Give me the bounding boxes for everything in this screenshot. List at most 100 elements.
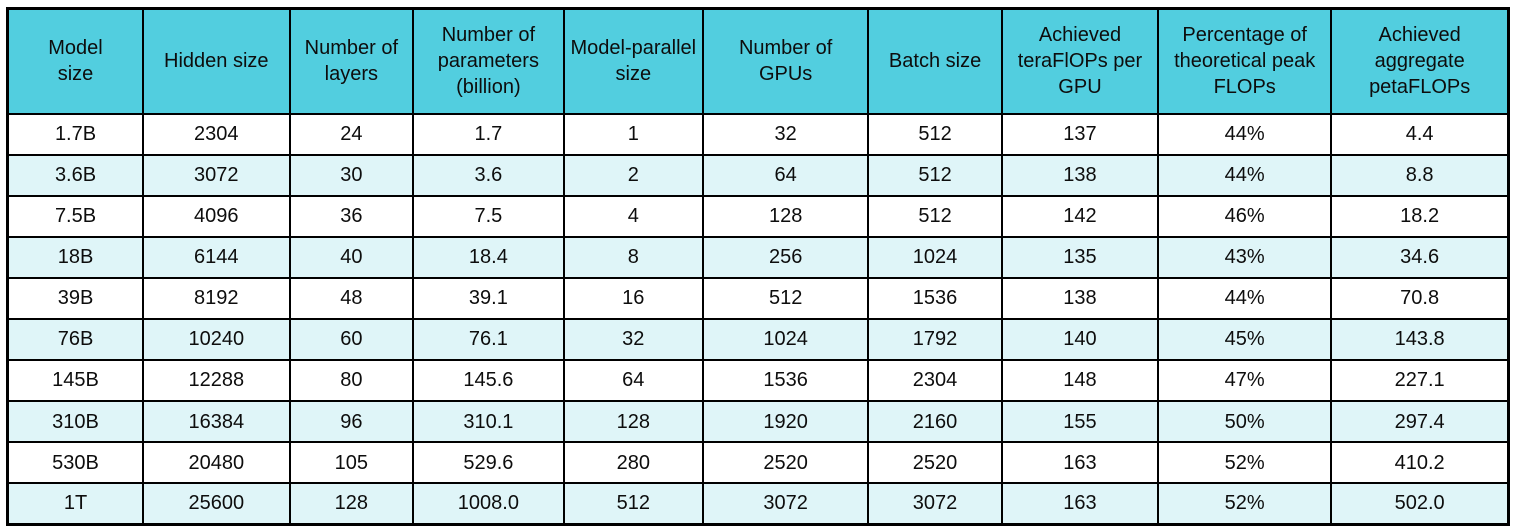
header-row: Model size Hidden size Number of layers Num… <box>6 7 1510 115</box>
cell-achieved-aggregate-petaflops-39b: 70.8 <box>1330 276 1510 320</box>
cell-number-of-parameters-billion-18b: 18.4 <box>412 235 565 279</box>
cell-achieved-aggregate-petaflops-1-7b: 4.4 <box>1330 112 1510 156</box>
cell-achieved-teraflops-per-gpu-310b: 155 <box>1000 400 1160 444</box>
table-row-310b: 310B 16384 96 310.1 128 1920 2160 155 50% 297.4 <box>6 400 1510 444</box>
cell-model-size-1t: 1T <box>6 482 145 526</box>
cell-percentage-of-theoretical-peak-flops-3-6b: 44% <box>1157 153 1333 197</box>
cell-hidden-size-39b: 8192 <box>142 276 291 320</box>
cell-number-of-gpus-530b: 2520 <box>702 441 870 485</box>
cell-model-parallel-size-3-6b: 2 <box>562 153 705 197</box>
cell-number-of-gpus-1t: 3072 <box>702 482 870 526</box>
cell-model-size-145b: 145B <box>6 359 145 403</box>
cell-hidden-size-1-7b: 2304 <box>142 112 291 156</box>
table-row-145b: 145B 12288 80 145.6 64 1536 2304 148 47% 227.1 <box>6 359 1510 403</box>
cell-model-parallel-size-310b: 128 <box>562 400 705 444</box>
cell-percentage-of-theoretical-peak-flops-18b: 43% <box>1157 235 1333 279</box>
cell-number-of-gpus-145b: 1536 <box>702 359 870 403</box>
cell-number-of-layers-1t: 128 <box>288 482 415 526</box>
cell-number-of-layers-3-6b: 30 <box>288 153 415 197</box>
cell-percentage-of-theoretical-peak-flops-39b: 44% <box>1157 276 1333 320</box>
cell-number-of-layers-7-5b: 36 <box>288 194 415 238</box>
cell-achieved-teraflops-per-gpu-1-7b: 137 <box>1000 112 1160 156</box>
cell-batch-size-76b: 1792 <box>867 317 1003 362</box>
cell-number-of-parameters-billion-1t: 1008.0 <box>412 482 565 526</box>
cell-hidden-size-18b: 6144 <box>142 235 291 279</box>
cell-batch-size-18b: 1024 <box>867 235 1003 279</box>
cell-number-of-layers-145b: 80 <box>288 359 415 403</box>
table-row-530b: 530B 20480 105 529.6 280 2520 2520 163 52% 410.2 <box>6 441 1510 485</box>
cell-batch-size-530b: 2520 <box>867 441 1003 485</box>
cell-achieved-teraflops-per-gpu-18b: 135 <box>1000 235 1160 279</box>
cell-batch-size-145b: 2304 <box>867 359 1003 403</box>
cell-achieved-aggregate-petaflops-145b: 227.1 <box>1330 359 1510 403</box>
cell-model-size-530b: 530B <box>6 441 145 485</box>
cell-hidden-size-310b: 16384 <box>142 400 291 444</box>
cell-hidden-size-76b: 10240 <box>142 317 291 362</box>
cell-model-size-310b: 310B <box>6 400 145 444</box>
cell-achieved-aggregate-petaflops-76b: 143.8 <box>1330 317 1510 362</box>
column-header-hidden-size: Hidden size <box>142 7 291 115</box>
cell-achieved-aggregate-petaflops-310b: 297.4 <box>1330 400 1510 444</box>
column-header-percentage-of-theoretical-peak-flops: Percentage of theoretical peak FLOPs <box>1157 7 1333 115</box>
cell-batch-size-1t: 3072 <box>867 482 1003 526</box>
cell-percentage-of-theoretical-peak-flops-145b: 47% <box>1157 359 1333 403</box>
cell-achieved-teraflops-per-gpu-530b: 163 <box>1000 441 1160 485</box>
cell-number-of-parameters-billion-3-6b: 3.6 <box>412 153 565 197</box>
cell-hidden-size-3-6b: 3072 <box>142 153 291 197</box>
cell-achieved-teraflops-per-gpu-1t: 163 <box>1000 482 1160 526</box>
column-header-achieved-aggregate-petaflops: Achieved aggregate petaFLOPs <box>1330 7 1510 115</box>
column-header-achieved-teraflops-per-gpu: Achieved teraFlOPs per GPU <box>1000 7 1160 115</box>
cell-number-of-parameters-billion-76b: 76.1 <box>412 317 565 362</box>
cell-achieved-teraflops-per-gpu-76b: 140 <box>1000 317 1160 362</box>
table-row-7-5b: 7.5B 4096 36 7.5 4 128 512 142 46% 18.2 <box>6 194 1510 238</box>
table-row-1-7b: 1.7B 2304 24 1.7 1 32 512 137 44% 4.4 <box>6 112 1510 156</box>
cell-batch-size-39b: 1536 <box>867 276 1003 320</box>
cell-achieved-aggregate-petaflops-3-6b: 8.8 <box>1330 153 1510 197</box>
cell-model-parallel-size-1t: 512 <box>562 482 705 526</box>
cell-achieved-teraflops-per-gpu-145b: 148 <box>1000 359 1160 403</box>
table-row-39b: 39B 8192 48 39.1 16 512 1536 138 44% 70.8 <box>6 276 1510 320</box>
cell-model-size-39b: 39B <box>6 276 145 320</box>
cell-percentage-of-theoretical-peak-flops-76b: 45% <box>1157 317 1333 362</box>
cell-number-of-layers-76b: 60 <box>288 317 415 362</box>
cell-model-parallel-size-1-7b: 1 <box>562 112 705 156</box>
column-header-number-of-gpus: Number of GPUs <box>702 7 870 115</box>
cell-achieved-aggregate-petaflops-18b: 34.6 <box>1330 235 1510 279</box>
cell-model-size-3-6b: 3.6B <box>6 153 145 197</box>
cell-batch-size-7-5b: 512 <box>867 194 1003 238</box>
cell-percentage-of-theoretical-peak-flops-310b: 50% <box>1157 400 1333 444</box>
cell-model-parallel-size-530b: 280 <box>562 441 705 485</box>
cell-model-parallel-size-76b: 32 <box>562 317 705 362</box>
cell-number-of-parameters-billion-145b: 145.6 <box>412 359 565 403</box>
model-scaling-table: Model size Hidden size Number of layers Num… <box>6 7 1510 526</box>
column-header-batch-size: Batch size <box>867 7 1003 115</box>
cell-number-of-gpus-76b: 1024 <box>702 317 870 362</box>
cell-batch-size-3-6b: 512 <box>867 153 1003 197</box>
cell-number-of-gpus-7-5b: 128 <box>702 194 870 238</box>
cell-hidden-size-7-5b: 4096 <box>142 194 291 238</box>
model-scaling-table-container: Model size Hidden size Number of layers Num… <box>6 7 1510 526</box>
column-header-model-parallel-size: Model-parallel size <box>562 7 705 115</box>
cell-model-size-18b: 18B <box>6 235 145 279</box>
cell-model-parallel-size-7-5b: 4 <box>562 194 705 238</box>
cell-model-parallel-size-18b: 8 <box>562 235 705 279</box>
cell-model-size-76b: 76B <box>6 317 145 362</box>
table-row-3-6b: 3.6B 3072 30 3.6 2 64 512 138 44% 8.8 <box>6 153 1510 197</box>
cell-model-size-7-5b: 7.5B <box>6 194 145 238</box>
column-header-model-size: Model size <box>6 7 145 115</box>
cell-percentage-of-theoretical-peak-flops-530b: 52% <box>1157 441 1333 485</box>
cell-model-parallel-size-145b: 64 <box>562 359 705 403</box>
cell-achieved-aggregate-petaflops-530b: 410.2 <box>1330 441 1510 485</box>
column-header-number-of-parameters-billion: Number of parameters (billion) <box>412 7 565 115</box>
cell-number-of-layers-1-7b: 24 <box>288 112 415 156</box>
cell-number-of-gpus-3-6b: 64 <box>702 153 870 197</box>
cell-achieved-teraflops-per-gpu-3-6b: 138 <box>1000 153 1160 197</box>
cell-batch-size-1-7b: 512 <box>867 112 1003 156</box>
cell-achieved-teraflops-per-gpu-7-5b: 142 <box>1000 194 1160 238</box>
table-body: 1.7B 2304 24 1.7 1 32 512 137 44% 4.4 3.6B 3072 30 3.… <box>6 112 1510 526</box>
cell-model-size-1-7b: 1.7B <box>6 112 145 156</box>
table-row-18b: 18B 6144 40 18.4 8 256 1024 135 43% 34.6 <box>6 235 1510 279</box>
cell-number-of-layers-18b: 40 <box>288 235 415 279</box>
cell-number-of-layers-530b: 105 <box>288 441 415 485</box>
cell-number-of-parameters-billion-39b: 39.1 <box>412 276 565 320</box>
